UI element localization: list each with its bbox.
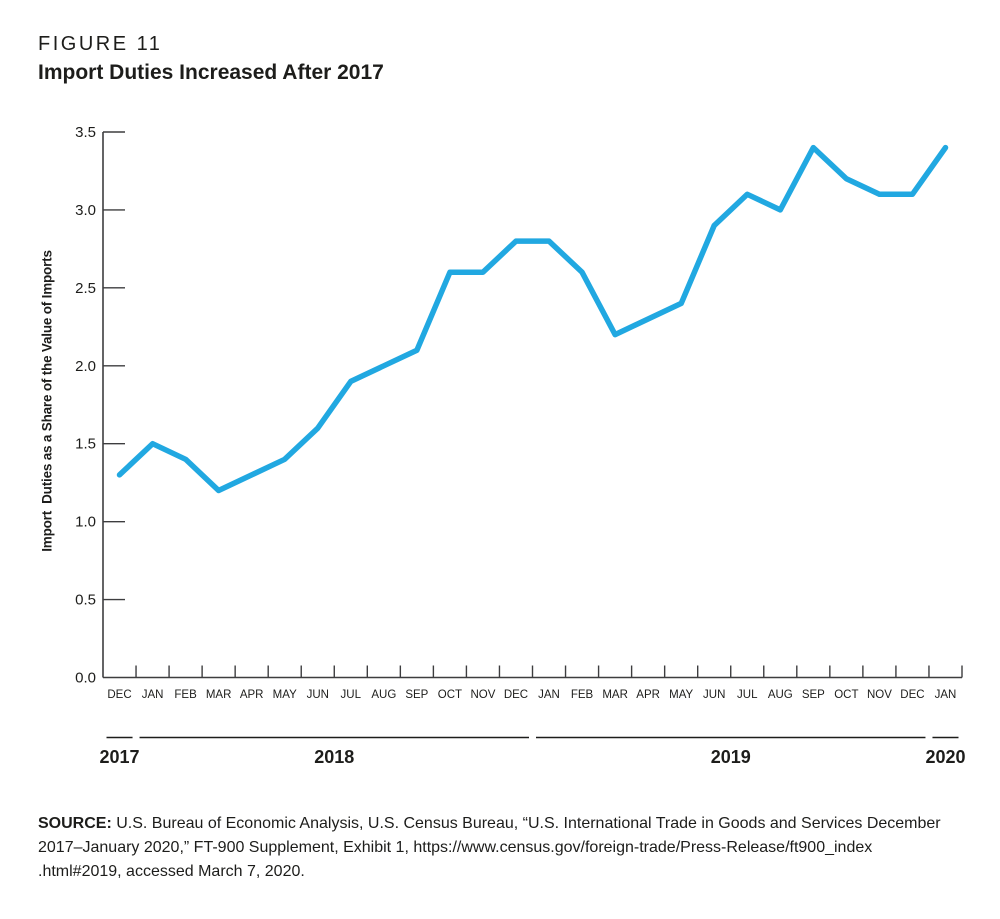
y-tick-label: 3.5 bbox=[75, 124, 96, 141]
x-tick-label: JUN bbox=[307, 689, 329, 701]
source-line: 2017–January 2020,” FT-900 Supplement, E… bbox=[38, 839, 873, 856]
data-line bbox=[116, 144, 949, 494]
year-label: 2020 bbox=[925, 747, 965, 767]
x-tick-label: SEP bbox=[802, 689, 825, 701]
x-tick-label: JAN bbox=[142, 689, 164, 701]
y-tick-label: 2.5 bbox=[75, 280, 96, 297]
x-tick-label: DEC bbox=[504, 689, 528, 701]
x-tick-label: MAY bbox=[669, 689, 693, 701]
y-tick-label: 3.0 bbox=[75, 202, 96, 219]
x-tick-label: AUG bbox=[371, 689, 396, 701]
y-tick-label: 2.0 bbox=[75, 358, 96, 375]
source-label: SOURCE: bbox=[38, 815, 112, 832]
year-label: 2019 bbox=[711, 747, 751, 767]
x-tick-label: SEP bbox=[405, 689, 428, 701]
year-label: 2018 bbox=[314, 747, 354, 767]
x-tick-label: JUL bbox=[737, 689, 758, 701]
source-line: SOURCE: U.S. Bureau of Economic Analysis… bbox=[38, 812, 980, 836]
year-label: 2017 bbox=[99, 747, 139, 767]
figure-number: FIGURE 11 bbox=[38, 33, 163, 55]
x-tick-label: APR bbox=[636, 689, 660, 701]
x-tick-label: AUG bbox=[768, 689, 793, 701]
x-tick-label: JUL bbox=[341, 689, 362, 701]
x-tick-label: APR bbox=[240, 689, 264, 701]
x-tick-label: MAR bbox=[602, 689, 628, 701]
y-tick-label: 1.0 bbox=[75, 514, 96, 531]
x-tick-label: FEB bbox=[571, 689, 594, 701]
x-tick-label: JAN bbox=[935, 689, 957, 701]
x-tick-label: OCT bbox=[438, 689, 462, 701]
source-text: U.S. Bureau of Economic Analysis, U.S. C… bbox=[111, 815, 941, 832]
x-tick-label: MAR bbox=[206, 689, 232, 701]
figure-title: Import Duties Increased After 2017 bbox=[38, 61, 384, 84]
x-tick-label: DEC bbox=[107, 689, 131, 701]
x-tick-label: DEC bbox=[900, 689, 924, 701]
x-tick-label: MAY bbox=[273, 689, 297, 701]
y-tick-label: 0.5 bbox=[75, 592, 96, 609]
source-note: SOURCE: U.S. Bureau of Economic Analysis… bbox=[38, 812, 980, 884]
x-tick-label: JUN bbox=[703, 689, 725, 701]
x-tick-label: FEB bbox=[174, 689, 197, 701]
y-tick-label: 0.0 bbox=[75, 670, 96, 687]
x-tick-label: NOV bbox=[470, 689, 495, 701]
source-line: .html#2019, accessed March 7, 2020. bbox=[38, 863, 305, 880]
x-tick-label: JAN bbox=[538, 689, 560, 701]
x-tick-label: NOV bbox=[867, 689, 892, 701]
x-tick-label: OCT bbox=[834, 689, 858, 701]
y-tick-label: 1.5 bbox=[75, 436, 96, 453]
